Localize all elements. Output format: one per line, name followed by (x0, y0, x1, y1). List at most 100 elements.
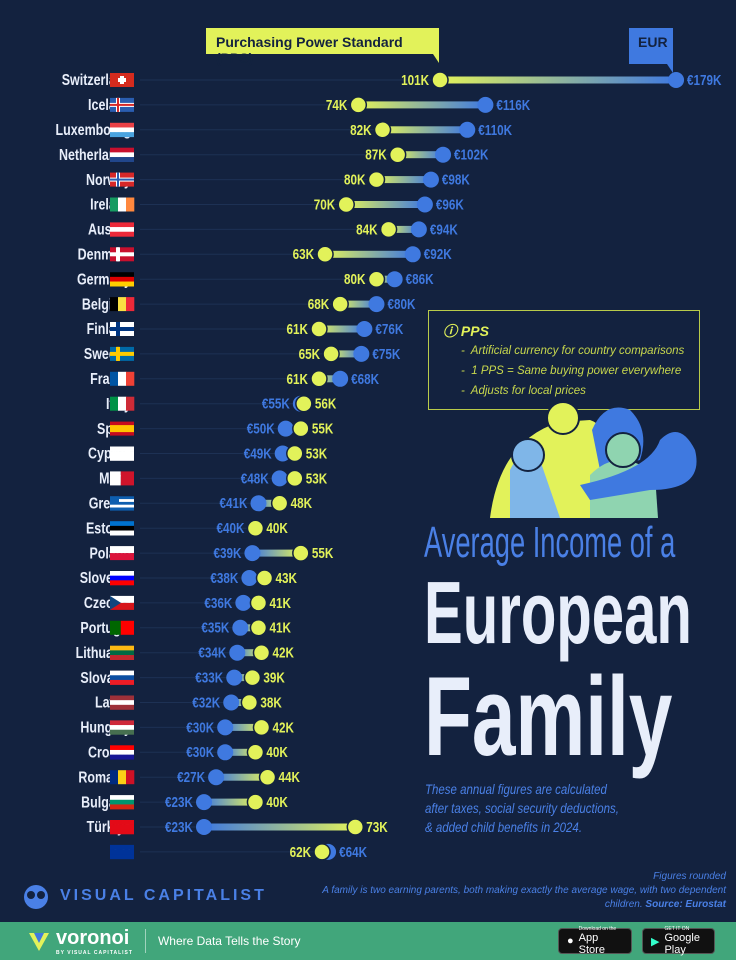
flag-stripe (126, 770, 135, 785)
flag-icon (110, 720, 134, 735)
flag-stripe (110, 844, 134, 850)
flag-stripe (110, 745, 134, 751)
eur-dot (477, 96, 494, 113)
pps-dot (367, 270, 386, 288)
eur-value-label: €64K (339, 843, 367, 860)
pps-value-label: 74K (326, 96, 348, 113)
pps-dot (373, 121, 392, 139)
legend-pps: Purchasing Power Standard (PPS) (206, 28, 439, 66)
pps-dot (286, 444, 304, 463)
flag-stripe (110, 507, 134, 511)
flag-icon (110, 595, 134, 610)
flag-stripe (110, 446, 134, 452)
eur-value-label: €32K (192, 694, 220, 711)
eur-value-label: €86K (406, 271, 434, 288)
flag-stripe (110, 571, 134, 576)
pps-dot (246, 793, 265, 811)
pps-value-label: 55K (312, 420, 334, 437)
eur-value-label: €76K (375, 321, 403, 338)
pps-dot (310, 370, 328, 388)
eur-value-label: €38K (210, 570, 238, 587)
eur-value-label: €36K (204, 594, 232, 611)
info-item: - Artificial currency for country compar… (461, 345, 685, 357)
flag-icon (110, 147, 134, 162)
pps-value-label: 80K (344, 171, 366, 188)
google-play-icon: ▶ (651, 935, 660, 948)
eur-dot (271, 470, 288, 487)
info-heading: ⓘ PPS (443, 321, 489, 341)
flag-stripe (110, 297, 119, 312)
pps-dot (388, 145, 407, 164)
flag-stripe (110, 157, 134, 162)
pps-value-label: 43K (276, 570, 298, 587)
pps-value-label: 65K (299, 345, 321, 362)
pps-dot (431, 71, 449, 89)
pps-value-label: 53K (306, 445, 328, 462)
flag-stripe (110, 471, 121, 486)
info-title: PPS (460, 323, 489, 339)
eur-value-label: €35K (201, 619, 229, 636)
flag-stripe (110, 704, 134, 710)
pps-value-label: 62K (290, 843, 312, 860)
family-illustration (490, 401, 697, 518)
flag-stripe (110, 147, 134, 153)
pps-dot (331, 295, 349, 313)
flag-stripe (110, 824, 134, 830)
pps-dot (252, 718, 271, 737)
connector-bar (382, 126, 468, 134)
flag-stripe (110, 645, 134, 651)
flag-stripe (110, 675, 134, 681)
methodology-note: These annual figures are calculated afte… (425, 780, 619, 837)
flag-stripe (110, 521, 134, 527)
flag-stripe (110, 530, 134, 536)
pps-dot (367, 170, 386, 189)
flag-stripe (110, 501, 134, 505)
app-store-button[interactable]: ● Download on the App Store (558, 926, 632, 956)
pps-value-label: 38K (260, 694, 282, 711)
tagline: Where Data Tells the Story (157, 934, 301, 948)
info-item: - Adjusts for local prices (461, 385, 586, 397)
flag-icon (110, 496, 134, 511)
eur-value-label: €102K (454, 146, 489, 163)
flag-icon (110, 421, 134, 436)
eur-value-label: €34K (198, 644, 226, 661)
voronoi-logo[interactable]: voronoi BY VISUAL CAPITALIST (28, 927, 133, 956)
flag-icon (110, 745, 134, 760)
eur-dot (277, 420, 294, 437)
eur-dot (353, 345, 370, 362)
connector-bar (258, 499, 280, 507)
flag-icon (110, 471, 134, 486)
eur-dot (416, 196, 433, 213)
flag-icon (110, 795, 134, 810)
voronoi-name: voronoi (56, 926, 130, 949)
flag-stripe (110, 272, 134, 278)
eur-value-label: €39K (213, 545, 241, 562)
pps-dot (292, 419, 310, 438)
flag-stripe (110, 849, 134, 855)
eur-value-label: €48K (241, 470, 269, 487)
pps-dot (286, 469, 304, 488)
visual-capitalist-logo[interactable]: VISUAL CAPITALIST (20, 882, 267, 910)
pps-value-label: 101K (401, 72, 429, 89)
eur-value-label: €96K (436, 196, 464, 213)
flag-stripe (110, 122, 134, 128)
flag-stripe (110, 276, 134, 282)
google-play-button[interactable]: ▶ GET IT ON Google Play (642, 926, 715, 956)
flag-icon (110, 122, 134, 138)
flag-stripe (110, 820, 134, 825)
flag-stripe (110, 602, 134, 610)
flag-stripe (110, 620, 121, 635)
pps-dot (346, 818, 365, 836)
eur-dot (368, 296, 385, 313)
note-line: & added child benefits in 2024. (425, 819, 583, 835)
connector-bar (237, 649, 262, 657)
flag-stripe (110, 754, 134, 760)
flag-icon (110, 670, 134, 685)
pps-dot (292, 544, 310, 562)
flag-icon (110, 770, 135, 785)
eur-dot (668, 72, 685, 88)
eur-value-label: €92K (424, 246, 452, 263)
flag-icon (110, 620, 134, 635)
flag-cross (118, 78, 126, 82)
flag-stripe (126, 371, 135, 386)
